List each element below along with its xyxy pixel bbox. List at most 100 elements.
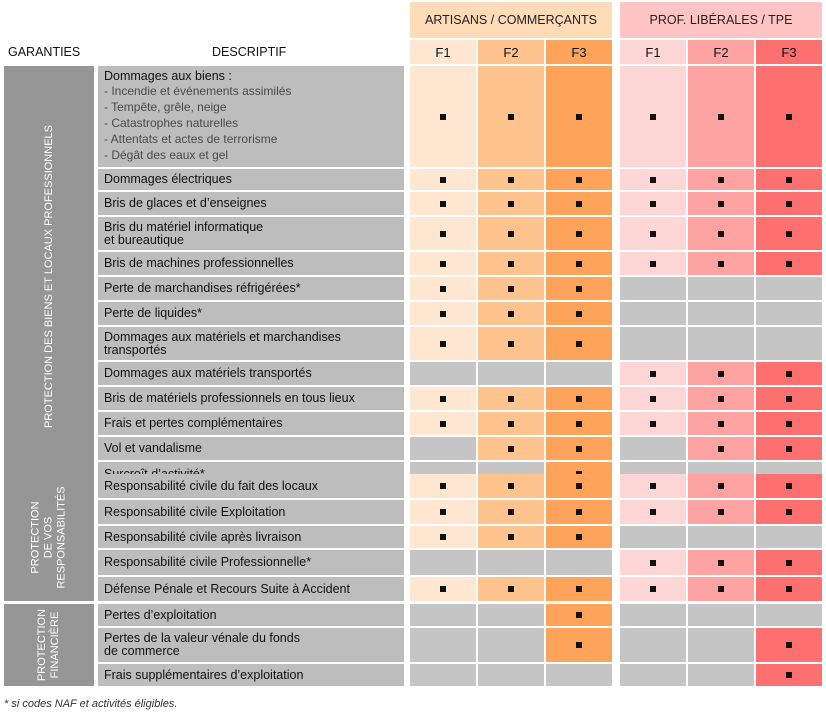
- coverage-cell: [546, 474, 612, 498]
- section-label-line: PROTECTION: [29, 501, 42, 574]
- coverage-cell: [410, 412, 476, 435]
- row-description: Dommages aux biens :- Incendie et événem…: [98, 66, 404, 167]
- coverage-cell: [546, 302, 612, 325]
- row-description: Bris de matériels professionnels en tous…: [98, 387, 404, 410]
- included-mark-icon: [508, 586, 514, 592]
- coverage-cell: [756, 474, 822, 498]
- coverage-cell: [620, 387, 686, 410]
- section-label-line: PROTECTION DES BIENS ET LOCAUX PROFESSIO…: [42, 124, 55, 428]
- included-mark-icon: [440, 260, 446, 267]
- coverage-cell: [756, 66, 822, 167]
- included-mark-icon: [650, 395, 656, 402]
- included-mark-icon: [786, 559, 792, 566]
- included-mark-icon: [508, 310, 514, 317]
- included-mark-icon: [718, 200, 724, 207]
- row-title-line: Dommages aux matériels et marchandises: [104, 329, 341, 344]
- coverage-cell: [546, 628, 612, 662]
- row-title-line: Bris de machines professionnelles: [104, 256, 294, 270]
- coverage-cell: [688, 362, 754, 385]
- included-mark-icon: [440, 483, 446, 489]
- included-mark-icon: [650, 230, 656, 237]
- coverage-cell: [688, 474, 754, 498]
- included-mark-icon: [508, 483, 514, 489]
- coverage-cell: [688, 192, 754, 215]
- coverage-cell: [410, 192, 476, 215]
- row-title-line: et bureautique: [104, 232, 184, 247]
- coverage-cell: [478, 577, 544, 601]
- footnote: * si codes NAF et activités éligibles.: [4, 698, 178, 710]
- included-mark-icon: [576, 200, 582, 207]
- included-mark-icon: [440, 230, 446, 237]
- coverage-cell: [620, 526, 686, 548]
- coverage-cell: [410, 550, 476, 575]
- included-mark-icon: [508, 340, 514, 347]
- coverage-cell: [688, 628, 754, 662]
- coverage-cell: [756, 526, 822, 548]
- formula-header-liberales-f2: F2: [688, 40, 754, 64]
- coverage-cell: [688, 526, 754, 548]
- included-mark-icon: [786, 260, 792, 267]
- formula-header-artisans-f3: F3: [546, 40, 612, 64]
- row-description: Perte de liquides*: [98, 302, 404, 325]
- coverage-cell: [688, 500, 754, 524]
- row-description: Bris du matériel informatique et bureauti…: [98, 217, 404, 250]
- included-mark-icon: [786, 672, 792, 678]
- coverage-cell: [756, 664, 822, 686]
- coverage-cell: [688, 217, 754, 250]
- coverage-cell: [688, 550, 754, 575]
- coverage-cell: [546, 500, 612, 524]
- included-mark-icon: [576, 260, 582, 267]
- coverage-cell: [410, 327, 476, 360]
- included-mark-icon: [440, 200, 446, 207]
- row-sub-line: - Tempête, grêle, neige: [104, 100, 227, 114]
- coverage-cell: [478, 169, 544, 190]
- coverage-cell: [620, 66, 686, 167]
- row-title-line: Bris du matériel informatique: [104, 219, 264, 234]
- descriptif-header: DESCRIPTIF: [212, 45, 287, 59]
- coverage-cell: [478, 437, 544, 460]
- coverage-cell: [478, 327, 544, 360]
- coverage-cell: [410, 217, 476, 250]
- coverage-cell: [410, 387, 476, 410]
- coverage-cell: [756, 387, 822, 410]
- section-label-1: PROTECTION DE VOS RESPONSABILITÉS: [4, 474, 94, 601]
- coverage-cell: [478, 664, 544, 686]
- coverage-cell: [410, 604, 476, 626]
- row-title-line: Pertes d’exploitation: [104, 607, 217, 622]
- coverage-cell: [478, 526, 544, 548]
- row-title-line: Perte de marchandises réfrigérées*: [104, 281, 301, 295]
- included-mark-icon: [650, 176, 656, 183]
- included-mark-icon: [508, 176, 514, 183]
- coverage-cell: [688, 577, 754, 601]
- row-title-line: Bris de matériels professionnels en tous…: [104, 391, 355, 405]
- included-mark-icon: [718, 483, 724, 489]
- included-mark-icon: [718, 420, 724, 427]
- included-mark-icon: [508, 200, 514, 207]
- included-mark-icon: [576, 113, 582, 120]
- included-mark-icon: [576, 534, 582, 540]
- coverage-cell: [478, 302, 544, 325]
- section-label-text: PROTECTION DES BIENS ET LOCAUX PROFESSIO…: [43, 125, 56, 428]
- included-mark-icon: [718, 445, 724, 452]
- included-mark-icon: [576, 509, 582, 515]
- coverage-cell: [478, 192, 544, 215]
- included-mark-icon: [576, 395, 582, 402]
- row-title-line: Responsabilité civile du fait des locaux: [104, 478, 319, 493]
- row-title-line: Dommages électriques: [104, 172, 232, 186]
- row-title-line: Responsabilité civile après livraison: [104, 529, 302, 544]
- row-title-line: Pertes de la valeur vénale du fonds: [104, 631, 300, 645]
- row-description: Responsabilité civile du fait des locaux: [98, 474, 404, 498]
- coverage-cell: [546, 526, 612, 548]
- coverage-cell: [620, 327, 686, 360]
- coverage-cell: [478, 252, 544, 275]
- coverage-cell: [756, 500, 822, 524]
- coverage-cell: [620, 302, 686, 325]
- included-mark-icon: [576, 612, 582, 618]
- coverage-cell: [546, 362, 612, 385]
- coverage-cell: [546, 550, 612, 575]
- coverage-cell: [410, 437, 476, 460]
- row-description: Dommages aux matériels transportés: [98, 362, 404, 385]
- coverage-cell: [688, 387, 754, 410]
- included-mark-icon: [650, 200, 656, 207]
- included-mark-icon: [576, 445, 582, 452]
